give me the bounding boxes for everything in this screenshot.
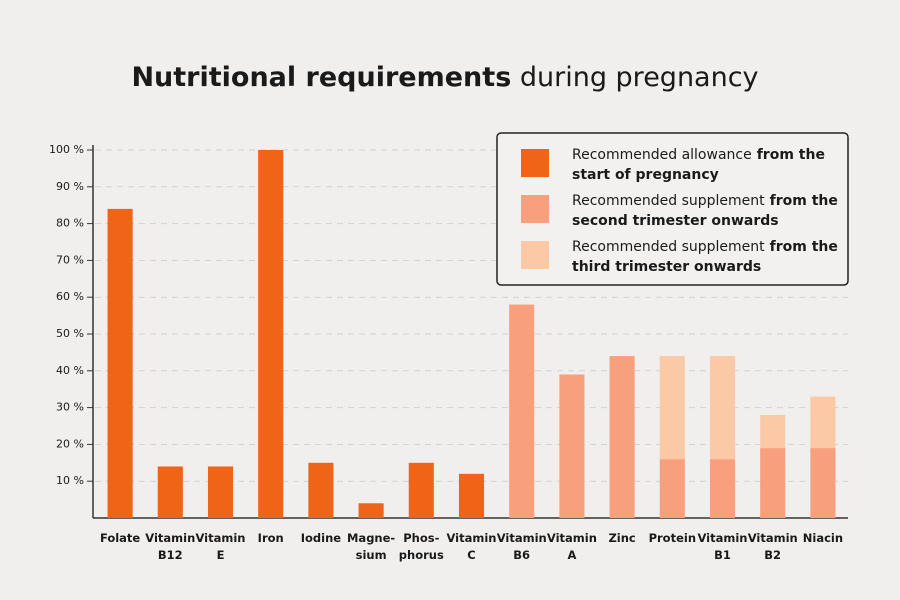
title-bold: Nutritional requirements <box>131 62 511 93</box>
x-tick-label: Phos-phorus <box>399 531 444 562</box>
bar-segment <box>659 459 685 518</box>
x-tick-label: Vitamin B2 <box>748 531 798 562</box>
legend-label: Recommended allowance <box>572 147 752 163</box>
x-tick-label: Vitamin B12 <box>145 531 195 562</box>
bar-segment <box>107 208 133 518</box>
legend-label: Recommended supplement <box>572 239 765 255</box>
bar-segment <box>458 473 485 518</box>
bar-segment <box>709 356 736 460</box>
bar-segment <box>760 448 786 518</box>
bar-segment <box>358 503 384 518</box>
y-tick-label: 30 % <box>56 401 84 414</box>
x-tick-label: Vitamin B6 <box>497 531 547 562</box>
bar-segment <box>559 374 585 518</box>
legend-swatch <box>521 241 549 269</box>
x-tick-label: Protein <box>649 531 696 545</box>
chart-title: Nutritional requirements during pregnanc… <box>131 62 758 93</box>
y-tick-label: 60 % <box>56 290 84 303</box>
bar-segment <box>609 356 635 518</box>
legend-swatch <box>521 149 549 177</box>
bar-segment <box>760 414 786 449</box>
x-tick-label: Folate <box>100 531 140 545</box>
y-tick-label: 50 % <box>56 327 84 340</box>
y-tick-label: 70 % <box>56 253 84 266</box>
y-tick-label: 100 % <box>49 143 84 156</box>
x-tick-label: Zinc <box>608 531 635 545</box>
x-tick-label: Vitamin B1 <box>697 531 747 562</box>
bar-segment <box>258 150 284 518</box>
legend-label-bold: from the start of pregnancy <box>572 147 825 183</box>
legend-label: Recommended supplement <box>572 193 765 209</box>
bar-segment <box>810 448 836 518</box>
legend-label-bold: from the third trimester onwards <box>572 239 838 275</box>
bar-segment <box>207 466 234 518</box>
bar-segment <box>709 459 736 518</box>
y-tick-label: 80 % <box>56 217 84 230</box>
bar-segment <box>509 304 535 518</box>
y-tick-label: 40 % <box>56 364 84 377</box>
legend-label-bold: from the second trimester onwards <box>572 193 838 229</box>
x-tick-label: Vitamin E <box>195 531 245 562</box>
x-tick-label: Magne-sium <box>347 531 395 562</box>
bar-segment <box>810 396 836 449</box>
legend-swatch <box>521 195 549 223</box>
x-tick-label: Iodine <box>301 531 342 545</box>
legend-box <box>496 132 849 286</box>
bar-segment <box>308 462 334 518</box>
x-tick-label: Iron <box>258 531 284 545</box>
y-tick-label: 20 % <box>56 437 84 450</box>
x-tick-label: Vitamin A <box>547 531 597 562</box>
bar-segment <box>659 356 685 460</box>
x-tick-label: Vitamin C <box>446 531 496 562</box>
bar-segment <box>157 466 183 518</box>
bar-segment <box>408 462 434 518</box>
title-rest: during pregnancy <box>520 62 759 93</box>
x-tick-label: Niacin <box>803 531 843 545</box>
y-tick-label: 10 % <box>56 474 84 487</box>
y-tick-label: 90 % <box>56 180 84 193</box>
